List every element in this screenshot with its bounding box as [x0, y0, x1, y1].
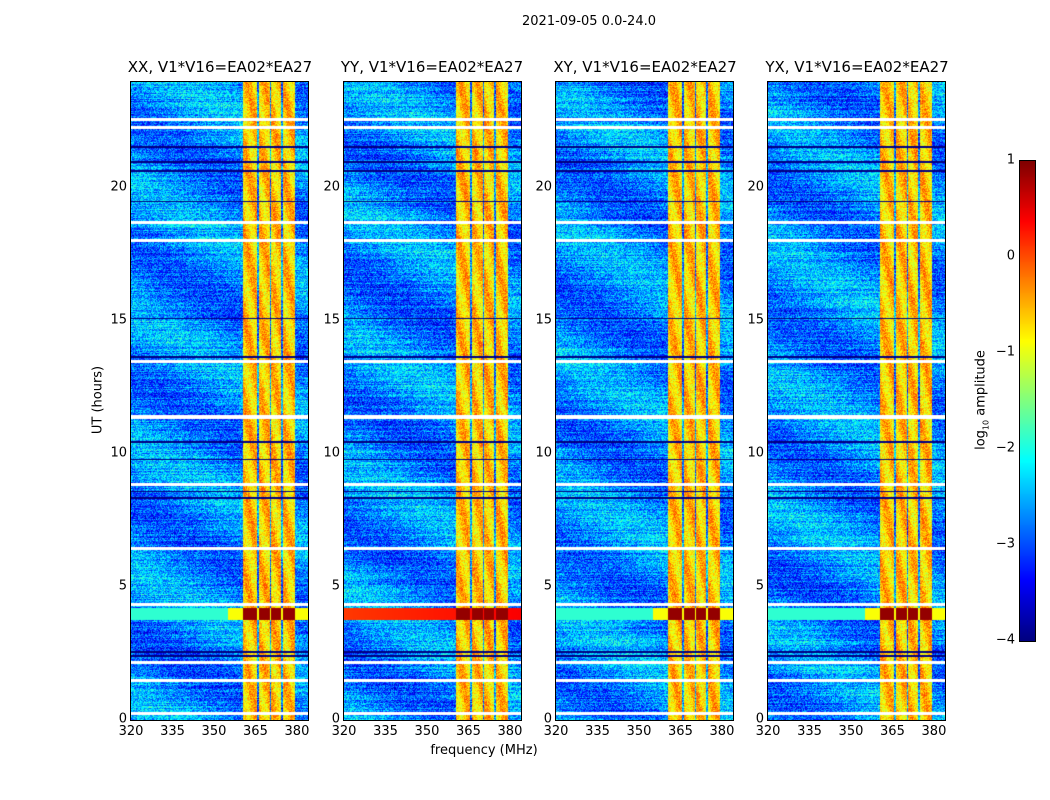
x-tick-label-yy: 365	[456, 724, 481, 739]
colorbar-tick-label: −3	[995, 536, 1015, 552]
y-tick-label-yy: 10	[323, 445, 340, 461]
x-tick-label-yx: 320	[755, 724, 781, 739]
x-tick-label-yx: 335	[797, 724, 822, 739]
x-tick-label-yx: 380	[921, 724, 947, 739]
heatmap-panel-yx	[767, 81, 946, 721]
x-tick-label-xy: 365	[668, 724, 693, 739]
x-tick-label-yx: 350	[838, 724, 864, 739]
y-tick-label-xy: 15	[535, 312, 552, 328]
y-tick-label-yx: 20	[747, 179, 764, 195]
x-axis-label: frequency (MHz)	[430, 743, 538, 758]
x-tick-label-xx: 350	[201, 724, 227, 739]
y-tick-label-xy: 0	[543, 711, 552, 727]
heatmap-panel-xx	[130, 81, 309, 721]
y-tick-label-xy: 5	[543, 578, 552, 594]
x-tick-label-yy: 335	[373, 724, 398, 739]
x-tick-label-yy: 320	[331, 724, 357, 739]
y-tick-label-yx: 10	[747, 445, 764, 461]
colorbar-tick-label: −1	[995, 344, 1015, 360]
y-tick-label-yx: 0	[755, 711, 764, 727]
y-tick-label-yy: 20	[323, 179, 340, 195]
y-tick-label-yy: 15	[323, 312, 340, 328]
y-tick-label-xy: 20	[535, 179, 552, 195]
x-tick-label-yy: 350	[414, 724, 440, 739]
y-tick-label-xy: 10	[535, 445, 552, 461]
y-tick-label-xx: 15	[110, 312, 127, 328]
y-tick-label-yx: 5	[755, 578, 764, 594]
heatmap-panel-xy	[555, 81, 734, 721]
colorbar-tick-label: −2	[995, 440, 1015, 456]
panel-title-yx: YX, V1*V16=EA02*EA27	[765, 58, 949, 76]
x-tick-label-xy: 335	[585, 724, 610, 739]
x-tick-label-xx: 380	[284, 724, 310, 739]
y-axis-label: UT (hours)	[90, 365, 106, 435]
panel-title-xx: XX, V1*V16=EA02*EA27	[127, 58, 313, 76]
colorbar	[1019, 160, 1036, 642]
x-tick-label-yx: 365	[880, 724, 905, 739]
x-tick-label-xx: 365	[243, 724, 268, 739]
colorbar-label: log10 amplitude	[973, 350, 991, 450]
figure-title: 2021-09-05 0.0-24.0	[522, 14, 656, 29]
y-tick-label-yy: 0	[331, 711, 340, 727]
y-tick-label-xx: 10	[110, 445, 127, 461]
x-tick-label-xy: 350	[626, 724, 652, 739]
y-tick-label-yx: 15	[747, 312, 764, 328]
heatmap-panel-yy	[343, 81, 522, 721]
y-tick-label-xx: 0	[118, 711, 127, 727]
y-tick-label-xx: 20	[110, 179, 127, 195]
y-tick-label-xx: 5	[118, 578, 127, 594]
y-tick-label-yy: 5	[331, 578, 340, 594]
x-tick-label-xy: 380	[709, 724, 735, 739]
x-tick-label-yy: 380	[497, 724, 523, 739]
colorbar-tick-label: 1	[1006, 152, 1015, 168]
panel-title-yy: YY, V1*V16=EA02*EA27	[340, 58, 524, 76]
colorbar-tick-label: 0	[1006, 248, 1015, 264]
x-tick-label-xx: 335	[160, 724, 185, 739]
colorbar-tick-label: −4	[995, 632, 1015, 648]
x-tick-label-xx: 320	[118, 724, 144, 739]
x-tick-label-xy: 320	[543, 724, 569, 739]
panel-title-xy: XY, V1*V16=EA02*EA27	[553, 58, 737, 76]
